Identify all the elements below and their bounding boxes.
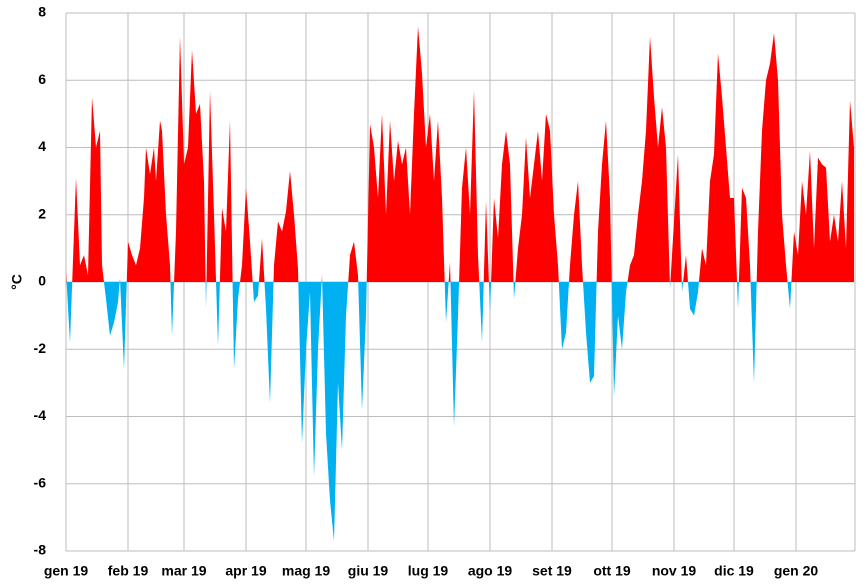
y-tick-label: 2 (38, 205, 46, 221)
y-tick-label: -4 (34, 407, 47, 423)
x-tick-label: giu 19 (348, 563, 389, 579)
x-tick-label: feb 19 (108, 563, 149, 579)
x-tick-label: mar 19 (161, 563, 206, 579)
x-tick-label: gen 20 (774, 563, 819, 579)
x-tick-label: gen 19 (44, 563, 89, 579)
y-tick-label: -8 (34, 542, 47, 558)
x-tick-label: ott 19 (593, 563, 631, 579)
x-tick-label: nov 19 (652, 563, 697, 579)
x-tick-label: mag 19 (282, 563, 330, 579)
x-tick-label: set 19 (532, 563, 572, 579)
y-axis-label: °C (9, 274, 25, 290)
y-tick-label: 8 (38, 4, 46, 20)
y-tick-label: -6 (34, 474, 47, 490)
x-tick-label: ago 19 (468, 563, 513, 579)
y-tick-label: -2 (34, 340, 47, 356)
x-tick-label: apr 19 (225, 563, 266, 579)
x-tick-label: dic 19 (714, 563, 754, 579)
x-tick-label: lug 19 (408, 563, 449, 579)
area (66, 26, 854, 541)
y-tick-label: 0 (38, 273, 46, 289)
y-tick-label: 4 (38, 138, 46, 154)
y-tick-label: 6 (38, 71, 46, 87)
